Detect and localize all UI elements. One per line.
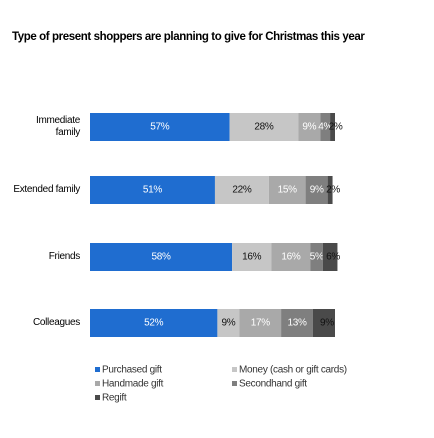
value-label: 51% — [143, 185, 163, 196]
value-label: 9% — [310, 185, 324, 196]
bar-segment — [90, 176, 215, 204]
bar-segment — [90, 243, 233, 271]
bar-segment — [90, 113, 230, 141]
legend-label: Secondhand gift — [239, 379, 307, 390]
category-label: Friends — [48, 251, 81, 262]
legend-label: Regift — [102, 393, 127, 404]
bar-segment — [214, 176, 269, 204]
category-label: Immediate family — [36, 115, 80, 138]
value-label: 28% — [254, 122, 274, 133]
value-label: 15% — [278, 185, 298, 196]
legend-label: Money (cash or gift cards) — [239, 365, 347, 376]
legend-swatch — [232, 381, 237, 386]
value-label: 52% — [144, 318, 164, 329]
legend-label: Handmade gift — [102, 379, 164, 390]
bar-segment — [268, 176, 306, 204]
bar-segment — [229, 113, 299, 141]
value-label: 16% — [281, 252, 301, 263]
legend-label: Purchased gift — [102, 365, 162, 376]
value-label: 9% — [302, 122, 316, 133]
chart-title: Type of present shoppers are planning to… — [12, 31, 365, 43]
bar-segment — [330, 113, 335, 141]
legend-swatch — [95, 395, 100, 400]
bar-segment — [320, 113, 331, 141]
bar-segment — [239, 309, 282, 337]
value-label: 6% — [326, 252, 340, 263]
value-label: 2% — [329, 122, 343, 133]
bar-segment — [310, 243, 323, 271]
bar-segment — [232, 243, 272, 271]
value-label: 9% — [221, 318, 235, 329]
value-label: 5% — [310, 252, 324, 263]
bar-segment — [298, 113, 321, 141]
value-label: 57% — [150, 122, 170, 133]
value-label: 16% — [242, 252, 262, 263]
bar-segment — [322, 243, 338, 271]
value-label: 2% — [326, 185, 340, 196]
bar-segment — [271, 243, 311, 271]
value-label: 22% — [232, 185, 252, 196]
category-label: Colleagues — [32, 317, 80, 328]
bar-segment — [281, 309, 313, 337]
value-label: 13% — [287, 318, 307, 329]
bar-segment — [217, 309, 240, 337]
bar-segment — [90, 309, 218, 337]
value-label: 17% — [251, 318, 271, 329]
category-label: Extended family — [13, 184, 80, 195]
bar-segment — [312, 309, 335, 337]
bar-segment — [305, 176, 328, 204]
value-label: 58% — [151, 252, 171, 263]
legend-swatch — [95, 367, 100, 372]
value-label: 9% — [320, 318, 334, 329]
value-label: 4% — [318, 122, 332, 133]
legend-swatch — [232, 367, 237, 372]
legend-swatch — [95, 381, 100, 386]
bar-segment — [327, 176, 333, 204]
